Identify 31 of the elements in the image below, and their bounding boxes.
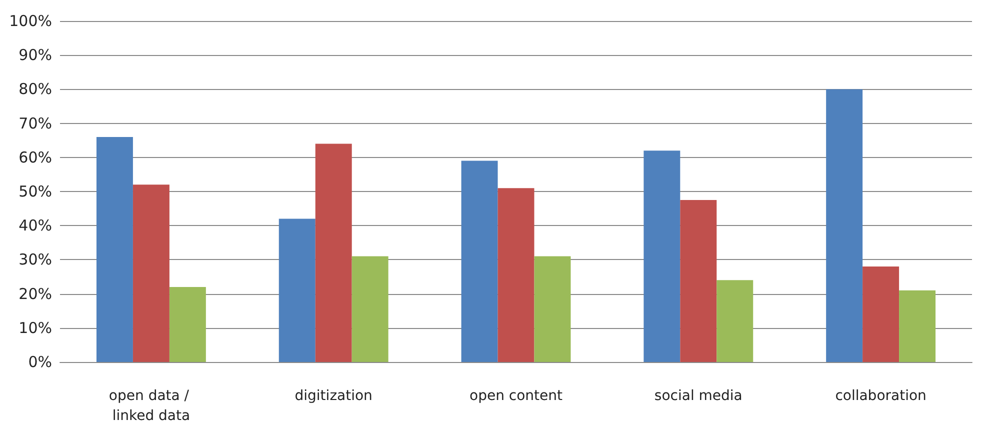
y-tick-label: 90% [18,46,52,64]
bar [644,150,680,362]
y-tick-label: 100% [9,12,52,30]
y-tick-label: 80% [18,80,52,98]
bar [169,286,206,362]
x-tick-label: digitization [294,388,372,404]
bar [862,266,900,362]
x-tick-label: social media [654,388,742,404]
bar [899,290,936,362]
x-tick-label: open content [470,388,563,404]
bar [826,89,863,362]
bar [96,136,133,362]
x-tick-label: collaboration [835,388,926,404]
y-tick-label: 60% [18,148,52,166]
y-tick-label: 50% [18,182,52,200]
bar [498,188,534,362]
y-tick-label: 30% [18,250,52,269]
y-tick-label: 40% [18,216,52,235]
bar [680,200,717,362]
x-tick-label: open data / linked data [108,388,194,424]
bar [315,144,352,362]
bar [352,256,388,362]
bar [278,218,316,362]
bar [461,160,498,362]
y-tick-label: 20% [18,284,52,303]
y-tick-label: 0% [28,353,52,371]
y-tick-label: 70% [18,114,52,132]
bar [534,256,571,362]
bar [132,184,170,362]
bar [716,280,754,362]
y-tick-label: 10% [18,318,52,337]
